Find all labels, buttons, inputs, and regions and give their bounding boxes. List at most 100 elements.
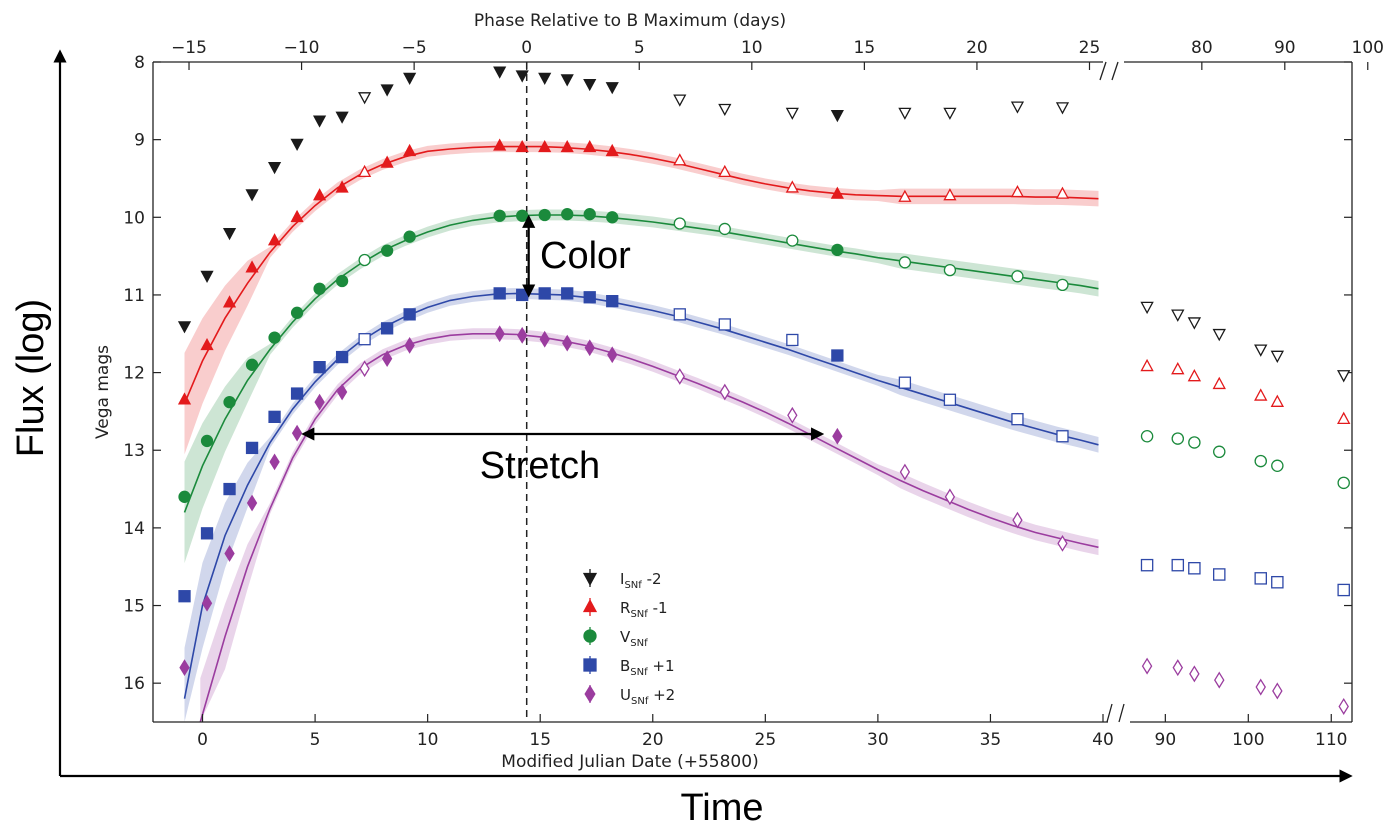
data-point-R	[290, 209, 304, 223]
data-point-V	[1188, 436, 1201, 449]
data-point-B	[516, 288, 529, 302]
color-annotation: Color	[540, 235, 631, 277]
data-point-U	[719, 383, 730, 401]
data-point-I	[200, 270, 214, 283]
data-point-I	[222, 228, 237, 241]
x-tick-label: 25	[755, 730, 777, 750]
data-point-V	[673, 217, 686, 230]
data-point-R	[380, 155, 394, 168]
data-point-R	[785, 180, 799, 193]
data-point-B	[178, 590, 191, 603]
data-point-V	[178, 490, 191, 503]
phase-tick-label: 25	[1079, 38, 1101, 58]
data-point-I	[1337, 370, 1351, 383]
data-point-I	[312, 115, 327, 128]
data-point-R	[200, 337, 214, 351]
x-tick-label: 20	[642, 730, 664, 750]
x-tick-label: 5	[310, 730, 321, 750]
data-point-V	[493, 209, 506, 222]
x-tick-label: 35	[980, 730, 1002, 750]
data-point-R	[493, 138, 507, 151]
data-point-B	[1056, 430, 1069, 443]
data-point-V	[313, 282, 326, 295]
data-point-B	[1171, 558, 1185, 572]
data-point-U	[246, 494, 258, 512]
data-point-R	[673, 153, 687, 166]
legend-marker-B	[583, 658, 597, 672]
y-tick-label: 8	[134, 53, 145, 73]
y-tick-label: 14	[123, 519, 145, 539]
data-point-I	[245, 189, 259, 202]
phase-tick-label: −10	[284, 38, 320, 58]
data-point-V	[538, 208, 551, 222]
data-point-V	[1271, 459, 1284, 473]
data-point-R	[943, 188, 957, 201]
data-point-I	[718, 103, 732, 117]
data-point-V	[403, 230, 416, 243]
x-tick-label: 15	[529, 730, 551, 750]
data-point-R	[1055, 186, 1070, 199]
data-point-R	[830, 186, 844, 199]
data-point-V	[1140, 430, 1154, 443]
data-point-U	[336, 383, 348, 401]
data-point-I	[335, 111, 349, 124]
curve-U	[199, 333, 1099, 723]
data-point-B	[606, 295, 619, 308]
data-point-U	[224, 545, 235, 562]
data-point-R	[515, 139, 529, 153]
y-tick-label: 9	[134, 131, 145, 151]
data-point-R	[898, 189, 912, 202]
data-point-V	[831, 243, 844, 257]
x-tick-label: 100	[1232, 730, 1264, 750]
data-point-B	[831, 349, 844, 362]
data-point-V	[561, 208, 574, 221]
data-point-I	[403, 72, 417, 85]
data-point-U	[1338, 697, 1349, 715]
data-point-R	[560, 139, 574, 153]
data-point-U	[832, 427, 843, 445]
top-axis-title: Phase Relative to B Maximum (days)	[474, 11, 786, 31]
data-point-B	[786, 333, 799, 347]
data-point-R	[718, 164, 732, 178]
axis-ticks	[153, 61, 1369, 722]
y-tick-label: 15	[123, 597, 145, 617]
data-point-U	[899, 463, 911, 481]
data-point-U	[314, 393, 325, 411]
data-point-B	[313, 361, 326, 374]
data-point-R	[1010, 185, 1025, 198]
data-point-B	[673, 308, 686, 321]
data-point-I	[830, 110, 844, 123]
legend: ISNf -2 RSNf -1 VSNf BSNf +1 USNf +2	[582, 569, 675, 707]
legend-marker-R	[582, 599, 598, 613]
data-point-V	[898, 256, 912, 269]
data-point-U	[381, 350, 393, 368]
data-point-B	[1140, 558, 1154, 572]
data-point-B	[1271, 575, 1284, 589]
data-point-R	[267, 233, 282, 246]
data-point-R	[1270, 394, 1285, 407]
data-point-V	[786, 234, 799, 247]
y-tick-label: 12	[123, 364, 145, 384]
data-point-B	[223, 482, 236, 496]
data-point-B	[561, 287, 574, 300]
data-point-I	[1270, 350, 1285, 364]
data-point-V	[1171, 432, 1185, 445]
data-point-B	[1011, 413, 1024, 426]
data-point-B	[268, 410, 281, 423]
data-point-I	[898, 107, 912, 120]
data-point-V	[380, 244, 394, 257]
data-point-U	[607, 346, 618, 364]
bottom-axis-title: Modified Julian Date (+55800)	[501, 752, 758, 772]
data-point-R	[1212, 376, 1226, 390]
plot-frame	[152, 61, 1353, 723]
data-point-U	[787, 406, 798, 424]
x-tick-label: 0	[197, 730, 208, 750]
data-point-B	[538, 287, 551, 300]
data-point-I	[358, 92, 372, 105]
data-point-B	[718, 318, 731, 331]
data-point-B	[245, 441, 259, 455]
legend-marker-I	[582, 572, 598, 586]
data-point-V	[335, 274, 349, 288]
data-point-V	[943, 263, 957, 277]
